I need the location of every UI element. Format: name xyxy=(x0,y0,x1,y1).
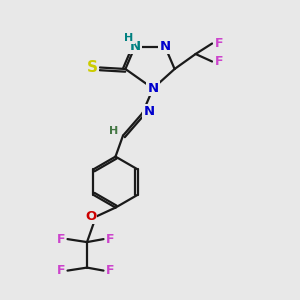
Text: O: O xyxy=(85,210,96,223)
Text: N: N xyxy=(159,40,171,53)
Text: H: H xyxy=(124,33,134,43)
Text: N: N xyxy=(129,40,141,53)
Text: H: H xyxy=(109,126,118,136)
Text: F: F xyxy=(214,37,223,50)
Text: F: F xyxy=(106,232,114,246)
Text: F: F xyxy=(57,264,65,277)
Text: S: S xyxy=(87,60,98,75)
Text: N: N xyxy=(143,105,155,118)
Text: F: F xyxy=(57,232,65,246)
Text: F: F xyxy=(214,55,223,68)
Text: N: N xyxy=(147,82,159,95)
Text: F: F xyxy=(106,264,114,277)
